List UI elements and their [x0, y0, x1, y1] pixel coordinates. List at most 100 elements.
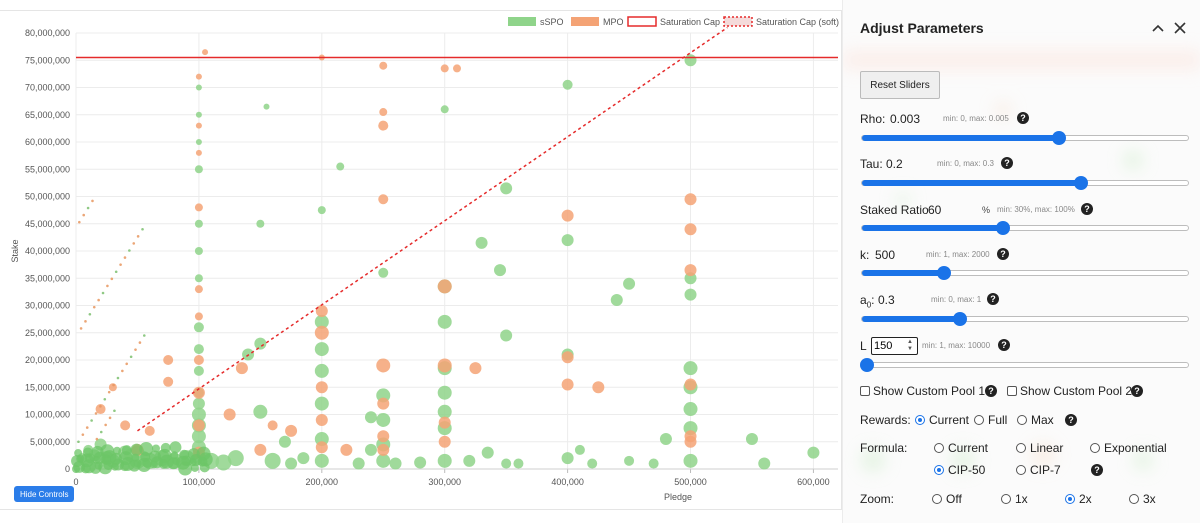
help-icon[interactable]: ?: [985, 385, 997, 397]
spinner-icon[interactable]: ▲ ▼: [907, 339, 913, 352]
formula-label: Formula:: [860, 441, 908, 455]
custom-pool-2-checkbox[interactable]: Show Custom Pool 2: [1007, 384, 1132, 398]
help-icon[interactable]: ?: [997, 248, 1009, 260]
radio-icon[interactable]: [932, 494, 942, 504]
mpo-point: [684, 264, 697, 277]
mpo-point: [561, 378, 574, 391]
sspo-point: [352, 457, 365, 470]
mpo-point: [285, 424, 298, 437]
radio-icon[interactable]: [1016, 465, 1026, 475]
legend-label: Saturation Cap (soft): [756, 17, 839, 27]
zoom-option-3x[interactable]: 3x: [1129, 492, 1156, 506]
rho-slider[interactable]: [861, 131, 1189, 145]
help-icon[interactable]: ?: [1017, 112, 1029, 124]
sspo-point: [133, 459, 142, 468]
sspo-point: [191, 429, 206, 444]
k-label: k:: [860, 248, 870, 262]
l-slider[interactable]: [859, 358, 1189, 372]
sspo-point: [192, 397, 205, 410]
y-tick-label: 80,000,000: [25, 28, 70, 38]
slider-thumb[interactable]: [859, 358, 874, 372]
mpo-point: [267, 420, 278, 431]
sspo-point: [193, 322, 204, 333]
sspo-point: [172, 457, 181, 466]
x-tick-label: 600,000: [797, 477, 830, 487]
slider-fill: [862, 225, 1004, 231]
help-icon[interactable]: ?: [1131, 385, 1143, 397]
formula-option-exponential[interactable]: Exponential: [1090, 441, 1167, 455]
custom-pool-1-checkbox[interactable]: Show Custom Pool 1: [860, 384, 985, 398]
mpo-point: [144, 425, 155, 436]
checkbox-icon[interactable]: [1007, 386, 1017, 396]
scatter-plot[interactable]: 0 5,000,000 10,000,000 15,000,000 20,000,000…: [0, 0, 842, 523]
rewards-option-full[interactable]: Full: [974, 413, 1007, 427]
help-icon[interactable]: ?: [1091, 464, 1103, 476]
close-icon[interactable]: [1172, 20, 1188, 36]
checkbox-icon[interactable]: [860, 386, 870, 396]
sspo-point: [574, 444, 585, 455]
sspo-point: [114, 270, 118, 274]
sspo-point: [463, 454, 476, 467]
mpo-point: [108, 383, 117, 392]
radio-icon[interactable]: [1129, 494, 1139, 504]
formula-option-linear[interactable]: Linear: [1016, 441, 1063, 455]
sspo-point: [86, 206, 90, 210]
radio-icon[interactable]: [915, 415, 925, 425]
radio-icon[interactable]: [1017, 415, 1027, 425]
slider-thumb[interactable]: [1073, 176, 1088, 190]
mpo-point: [561, 209, 574, 222]
sspo-point: [128, 249, 131, 252]
mpo-point: [193, 355, 204, 365]
radio-icon[interactable]: [974, 415, 984, 425]
rewards-option-max[interactable]: Max: [1017, 413, 1054, 427]
sspo-point: [227, 450, 244, 467]
l-input[interactable]: [871, 337, 918, 355]
y-tick-label: 20,000,000: [25, 355, 70, 365]
formula-option-current[interactable]: Current: [934, 441, 988, 455]
sspo-point: [263, 103, 270, 110]
radio-icon[interactable]: [1090, 443, 1100, 453]
zoom-option-2x[interactable]: 2x: [1065, 492, 1092, 506]
a0-letter: a: [860, 293, 867, 307]
legend-label: sSPO: [540, 17, 564, 27]
tau-slider[interactable]: [861, 176, 1189, 190]
reset-sliders-button[interactable]: Reset Sliders: [860, 71, 940, 99]
legend-label: MPO: [603, 17, 624, 27]
slider-thumb[interactable]: [937, 266, 951, 280]
help-icon[interactable]: ?: [1081, 203, 1093, 215]
mpo-point: [138, 341, 142, 344]
radio-icon[interactable]: [1001, 494, 1011, 504]
a0-slider[interactable]: [861, 312, 1189, 326]
staked-ratio-slider[interactable]: [861, 221, 1189, 235]
formula-option-cip-7[interactable]: CIP-7: [1016, 463, 1061, 477]
formula-option-cip-50[interactable]: CIP-50: [934, 463, 985, 477]
radio-icon[interactable]: [1016, 443, 1026, 453]
help-icon[interactable]: ?: [1065, 414, 1077, 426]
zoom-option-off[interactable]: Off: [932, 492, 962, 506]
mpo-point: [82, 213, 86, 217]
rewards-option-current[interactable]: Current: [915, 413, 969, 427]
slider-thumb[interactable]: [996, 221, 1011, 235]
mpo-point: [315, 381, 328, 394]
slider-thumb[interactable]: [953, 312, 968, 326]
zoom-option-label: 1x: [1015, 492, 1028, 506]
radio-icon[interactable]: [1065, 494, 1075, 504]
chevron-up-icon[interactable]: [1150, 20, 1166, 36]
sspo-point: [99, 430, 103, 434]
help-icon[interactable]: ?: [998, 339, 1010, 351]
k-value: 500: [875, 248, 896, 262]
mpo-point: [437, 358, 452, 373]
slider-thumb[interactable]: [1051, 131, 1066, 145]
mpo-point: [254, 443, 267, 456]
help-icon[interactable]: ?: [1001, 157, 1013, 169]
help-icon[interactable]: ?: [987, 293, 999, 305]
zoom-option-1x[interactable]: 1x: [1001, 492, 1028, 506]
hide-controls-button[interactable]: Hide Controls: [14, 486, 75, 502]
legend-label: Saturation Cap: [660, 17, 720, 27]
radio-icon[interactable]: [934, 443, 944, 453]
k-slider[interactable]: [861, 266, 1189, 280]
sspo-point: [364, 411, 377, 424]
radio-icon[interactable]: [934, 465, 944, 475]
sspo-point: [178, 461, 193, 476]
mpo-point: [194, 203, 203, 212]
